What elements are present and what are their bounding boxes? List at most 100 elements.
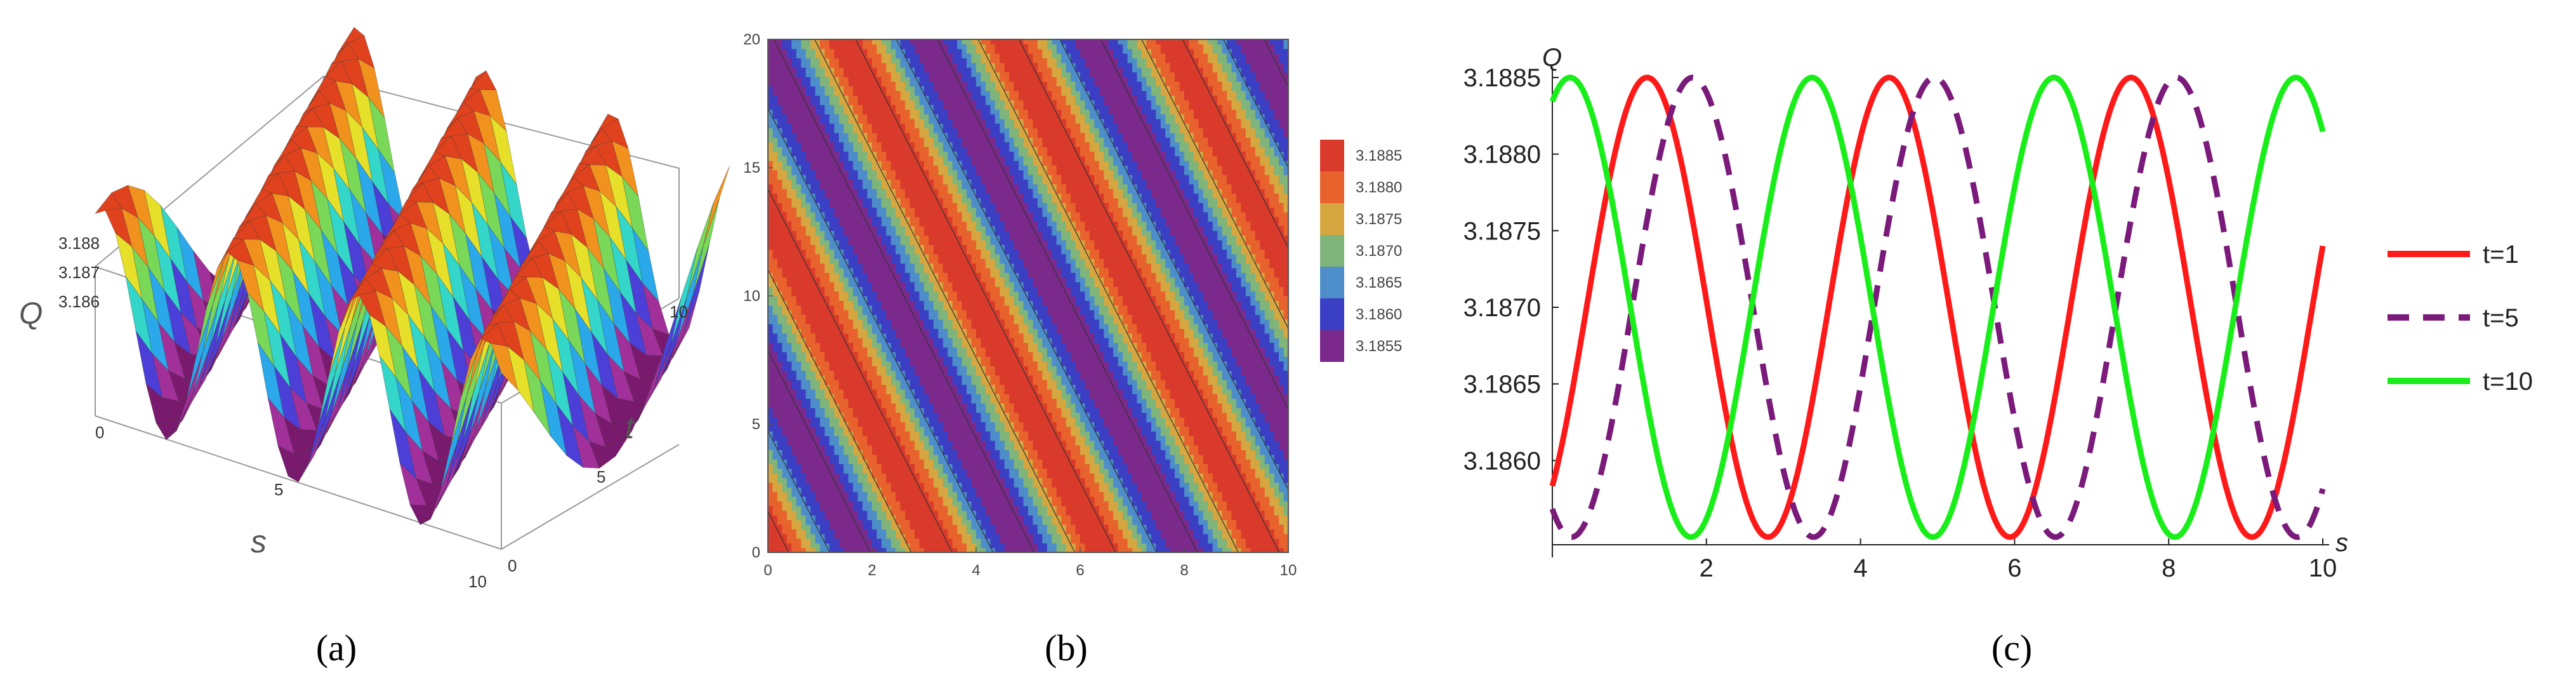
contour-cell	[1236, 426, 1242, 432]
contour-cell	[1000, 417, 1005, 422]
contour-cell	[1028, 366, 1034, 371]
contour-cell	[994, 533, 1000, 539]
contour-cell	[876, 426, 882, 432]
contour-cell	[829, 505, 835, 511]
contour-cell	[1004, 370, 1010, 376]
contour-cell	[1118, 454, 1123, 460]
contour-cell	[838, 533, 844, 539]
contour-cell	[1279, 529, 1285, 535]
contour-cell	[1047, 436, 1052, 441]
contour-cell	[1028, 524, 1034, 530]
contour-cell	[1075, 547, 1081, 552]
contour-cell	[1052, 366, 1057, 371]
contour-cell	[1108, 436, 1114, 441]
contour-cell	[1113, 519, 1119, 525]
contour-cell	[1066, 431, 1071, 436]
contour-cell	[994, 505, 1000, 511]
contour-cell	[1203, 459, 1208, 465]
contour-cell	[928, 384, 934, 390]
contour-cell	[1108, 515, 1114, 521]
contour-cell	[834, 533, 840, 539]
contour-cell	[1066, 384, 1071, 390]
contour-cell	[1165, 398, 1171, 404]
contour-cell	[838, 375, 844, 380]
contour-cell	[1269, 487, 1275, 493]
contour-cell	[1113, 380, 1119, 385]
contour-cell	[1269, 547, 1275, 552]
contour-cell	[1179, 463, 1185, 469]
contour-cell	[981, 459, 986, 465]
contour-cell	[981, 389, 986, 394]
contour-cell	[1123, 417, 1128, 422]
contour-cell	[1123, 398, 1128, 404]
contour-cell	[1279, 422, 1285, 427]
contour-cell	[1108, 482, 1114, 488]
contour-cell	[1175, 431, 1180, 436]
contour-cell	[1189, 440, 1194, 446]
contour-cell	[1170, 482, 1175, 488]
contour-cell	[971, 524, 977, 530]
contour-cell	[942, 384, 948, 390]
contour-cell	[1245, 398, 1251, 404]
contour-cell	[1108, 477, 1114, 483]
contour-cell	[1127, 482, 1133, 488]
contour-cell	[1137, 370, 1142, 376]
contour-cell	[876, 473, 882, 479]
contour-cell	[876, 436, 882, 441]
contour-cell	[961, 394, 967, 399]
contour-cell	[948, 408, 953, 413]
contour-cell	[801, 473, 807, 479]
panel-a-surface-plot: 3.188 3.187 3.186 Q 0 5 10 s 0 5 10 t (a…	[0, 0, 730, 677]
contour-cell	[1184, 454, 1190, 460]
contour-cell	[928, 496, 934, 502]
contour-cell	[881, 547, 887, 552]
contour-cell	[886, 491, 892, 497]
contour-cell	[1066, 515, 1071, 521]
contour-cell	[1132, 398, 1138, 404]
contour-cell	[768, 459, 774, 465]
contour-cell	[915, 380, 920, 385]
contour-cell	[1009, 431, 1015, 436]
contour-cell	[1028, 477, 1034, 483]
contour-cell	[1099, 510, 1104, 516]
contour-cell	[1056, 515, 1062, 521]
contour-cell	[1113, 477, 1119, 483]
contour-cell	[1274, 370, 1279, 376]
contour-cell	[967, 496, 972, 502]
contour-cell	[1085, 468, 1090, 474]
contour-cell	[1047, 440, 1052, 446]
contour-cell	[1165, 454, 1171, 460]
contour-cell	[1052, 403, 1057, 408]
contour-cell	[1047, 417, 1052, 422]
contour-cell	[1033, 436, 1038, 441]
contour-cell	[857, 440, 863, 446]
contour-cell	[786, 533, 792, 539]
contour-cell	[1113, 445, 1119, 450]
contour-cell	[985, 538, 991, 543]
contour-cell	[1037, 412, 1043, 418]
contour-cell	[952, 431, 958, 436]
contour-cell	[1264, 468, 1270, 474]
contour-cell	[895, 366, 901, 371]
contour-cell	[1104, 412, 1109, 418]
contour-cell	[990, 422, 996, 427]
contour-cell	[961, 389, 967, 394]
contour-cell	[1000, 450, 1005, 455]
contour-cell	[1080, 431, 1086, 436]
contour-cell	[1156, 510, 1161, 516]
contour-cell	[1184, 543, 1190, 549]
contour-cell	[1250, 524, 1256, 530]
contour-cell	[948, 394, 953, 399]
contour-cell	[1279, 459, 1285, 465]
contour-cell	[1132, 370, 1138, 376]
contour-cell	[791, 473, 797, 479]
contour-cell	[829, 389, 835, 394]
contour-cell	[1094, 519, 1100, 525]
contour-cell	[952, 370, 958, 376]
contour-cell	[994, 454, 1000, 460]
contour-cell	[1175, 445, 1180, 450]
contour-cell	[857, 482, 863, 488]
contour-cell	[815, 426, 821, 432]
contour-cell	[772, 412, 778, 418]
contour-cell	[994, 389, 1000, 394]
